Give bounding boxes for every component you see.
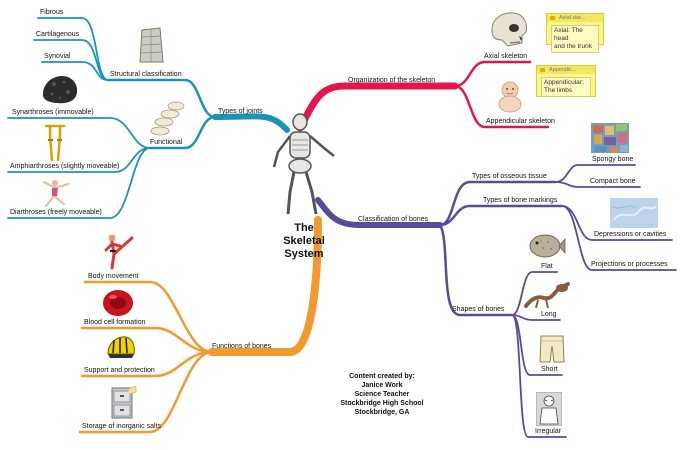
sticky-note-axial[interactable]: Axial ske... Axial: The head and the tru… [546,13,604,53]
baby-icon [498,81,522,113]
topic-storage-salts[interactable]: Storage of inorganic salts [82,423,161,430]
topic-spongy-bone[interactable]: Spongy bone [592,156,634,163]
central-topic-title: The Skeletal System [272,222,336,261]
title-line-2: Skeletal [283,235,325,247]
topic-structural-classification[interactable]: Structural classification [110,71,182,78]
topic-synovial[interactable]: Synovial [44,53,71,60]
topic-amphiarthroses[interactable]: Amphiarthroses (slightly moveable) [10,163,120,170]
credits-line: Stockbridge High School [340,400,424,407]
file-cabinet-icon [111,386,137,419]
note-text-line: The limbs [544,87,573,94]
helmet-icon [107,336,135,358]
credits-line: Science Teacher [354,391,410,398]
note-title: Appendic... [537,66,595,74]
crutches-icon [44,124,66,162]
credits-line: Stockbridge, GA [354,409,410,416]
credits-line: Janice Work [361,382,403,389]
skull-icon [491,12,527,47]
topic-diarthroses[interactable]: Diarthroses (freely moveable) [10,209,102,216]
title-line-3: System [284,248,324,260]
topic-support-protection[interactable]: Support and protection [84,367,155,374]
note-body: Appendicular: The limbs [541,77,591,97]
topic-blood-cell-formation[interactable]: Blood cell formation [84,319,146,326]
note-body: Axial: The head and the trunk [551,25,599,53]
topic-projections[interactable]: Projections or processes [591,261,668,268]
topic-fibrous[interactable]: Fibrous [40,9,64,16]
gymnast-icon [43,180,69,207]
classification-branch [315,164,677,438]
topic-cartilagenous[interactable]: Cartilagenous [36,31,80,38]
stone-pillar-icon [139,27,164,63]
topic-bone-markings[interactable]: Types of bone markings [483,197,558,204]
karate-icon [104,234,134,270]
topic-flat[interactable]: Flat [541,263,553,270]
depression-icon [610,198,658,228]
vertebrae-icon [150,101,185,136]
topic-axial-skeleton[interactable]: Axial skeleton [484,53,528,60]
note-text-line: Appendicular: [544,79,584,86]
topic-long[interactable]: Long [541,311,557,318]
sticky-note-appendicular[interactable]: Appendic... Appendicular: The limbs [536,65,596,97]
topic-body-movement[interactable]: Body movement [88,273,139,280]
topic-organization[interactable]: Organization of the skeleton [348,77,436,84]
blood-cell-icon [103,290,133,316]
topic-functions-of-bones[interactable]: Functions of bones [212,343,272,350]
topic-classification[interactable]: Classification of bones [358,216,429,223]
note-text-line: Axial: The head [554,27,583,42]
irregular-bone-icon [536,392,562,426]
topic-appendicular-skeleton[interactable]: Appendicular skeleton [486,118,555,125]
joints-branch [7,17,290,219]
spongy-bone-icon [591,123,629,153]
topic-shapes-of-bones[interactable]: Shapes of bones [452,306,505,313]
title-line-1: The [294,222,314,234]
topic-osseous-tissue[interactable]: Types of osseous tissue [472,173,547,180]
rock-icon [42,76,78,104]
long-bone-icon [524,282,570,309]
topic-compact-bone[interactable]: Compact bone [590,178,636,185]
topic-functional[interactable]: Functional [150,139,183,146]
topic-types-of-joints[interactable]: Types of joints [218,108,263,115]
flat-fish-icon [529,234,566,258]
short-bone-icon [539,335,565,363]
skeleton-icon [272,113,335,215]
topic-depressions[interactable]: Depressions or cavities [594,231,667,238]
note-title: Axial ske... [547,14,603,22]
credits-line: Content created by: [349,373,415,380]
topic-synarthroses[interactable]: Synarthroses (immovable) [12,109,94,116]
credits-block: Content created by: Janice Work Science … [322,372,442,417]
functions-branch [78,216,322,434]
topic-irregular[interactable]: Irregular [535,428,562,435]
note-text-line: and the trunk [554,43,592,50]
topic-short[interactable]: Short [541,366,558,373]
